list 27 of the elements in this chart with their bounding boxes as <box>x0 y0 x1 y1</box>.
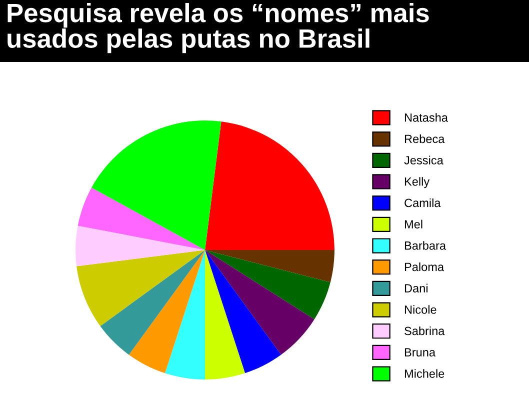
legend-label: Dani <box>404 284 428 292</box>
legend-label: Mel <box>404 220 422 228</box>
legend-label: Natasha <box>404 113 448 122</box>
legend-label: Sabrina <box>404 326 445 336</box>
pie-slice <box>205 250 314 355</box>
pie-slice <box>76 226 205 266</box>
pie-slice <box>92 120 222 250</box>
pie-slice <box>205 250 282 374</box>
pie-slice <box>128 250 205 374</box>
pie-slice <box>205 250 246 380</box>
legend-label: Camila <box>404 198 441 208</box>
legend-label: Jessica <box>404 156 444 164</box>
legend-label: Kelly <box>404 177 430 188</box>
legend-label: Michele <box>404 369 444 378</box>
pie-slice <box>205 250 334 282</box>
pie-slice <box>76 250 205 326</box>
legend-label: Rebeca <box>404 134 445 144</box>
pie-slice <box>205 250 330 320</box>
legend-label: Barbara <box>404 241 446 250</box>
legend-label: Bruna <box>404 348 436 356</box>
pie-slice <box>164 250 205 380</box>
legend-label: Paloma <box>404 262 444 272</box>
pie-slice <box>100 250 205 355</box>
pie-slice <box>78 188 205 250</box>
legend-label: Nicole <box>404 305 436 314</box>
pie-slice <box>205 122 334 250</box>
chart-title: Pesquisa revela os “nomes” mais usados pelas putas no Brasil <box>8 3 429 54</box>
